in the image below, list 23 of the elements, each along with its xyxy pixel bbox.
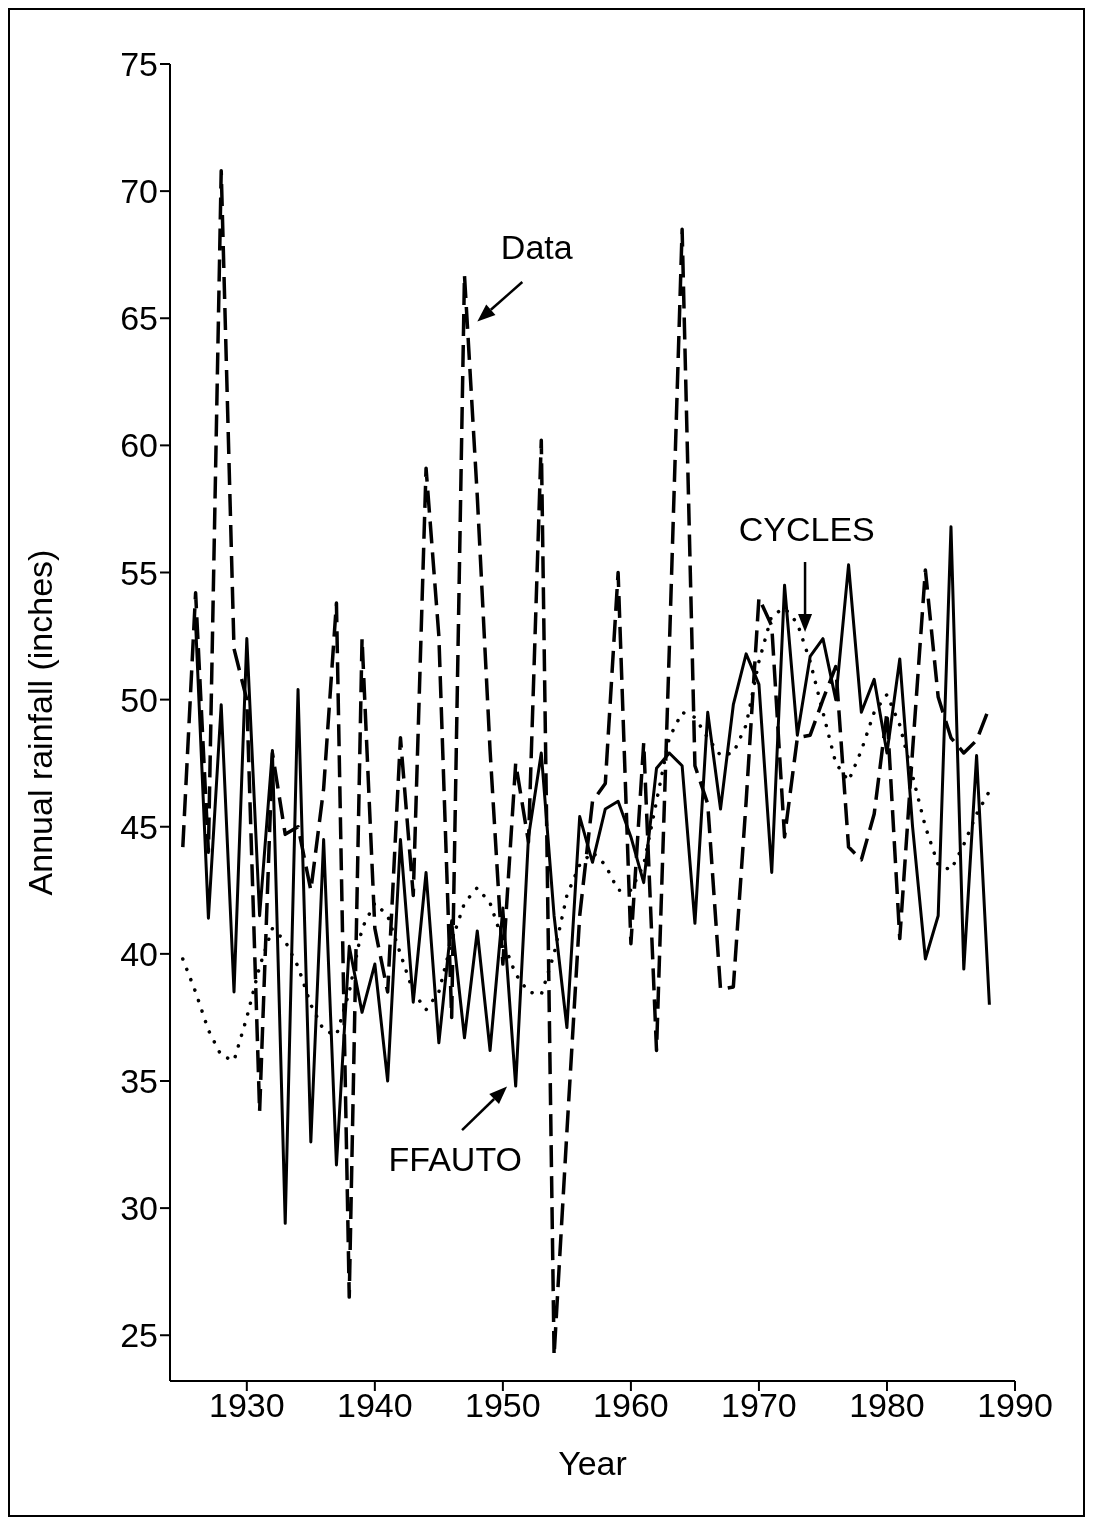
x-tick-label: 1970 (721, 1386, 797, 1425)
y-tick-label: 55 (120, 553, 158, 592)
x-tick-label: 1990 (977, 1386, 1053, 1425)
x-tick-label: 1960 (593, 1386, 669, 1425)
annotation: CYCLES (738, 509, 875, 548)
y-tick-label: 30 (120, 1189, 158, 1228)
y-tick-label: 25 (120, 1316, 158, 1355)
y-tick-label: 45 (120, 807, 158, 846)
y-tick-label: 60 (120, 426, 158, 465)
x-tick-label: 1950 (465, 1386, 541, 1425)
annotation: FFAUTO (388, 1139, 523, 1178)
x-tick-label: 1930 (209, 1386, 285, 1425)
x-tick-label: 1980 (849, 1386, 925, 1425)
y-tick-label: 50 (120, 680, 158, 719)
y-tick-label: 40 (120, 934, 158, 973)
x-axis-title: Year (558, 1444, 627, 1483)
x-tick-label: 1940 (337, 1386, 413, 1425)
y-axis-title: Annual rainfall (inches) (21, 549, 60, 896)
y-tick-label: 70 (120, 172, 158, 211)
annotation: Data (500, 228, 573, 267)
y-tick-label: 35 (120, 1062, 158, 1101)
y-tick-label: 65 (120, 299, 158, 338)
y-tick-label: 75 (120, 45, 158, 84)
